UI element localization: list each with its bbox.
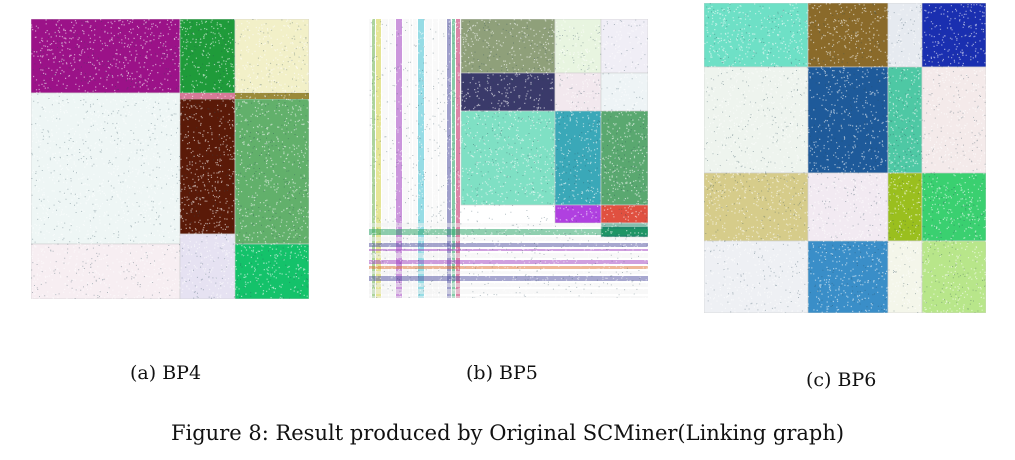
block-b-7 xyxy=(460,110,556,206)
block-b-1 xyxy=(460,19,556,74)
panel-b-svg xyxy=(369,19,648,298)
block-a-7 xyxy=(31,243,181,299)
panel-a-svg xyxy=(31,19,309,299)
block-c-7 xyxy=(887,66,923,174)
block-b-10 xyxy=(554,204,602,224)
panel-c-svg xyxy=(704,3,986,313)
block-c-13 xyxy=(704,240,809,313)
block-c-16 xyxy=(921,240,986,313)
block-c-10 xyxy=(807,172,889,242)
block-a-9 xyxy=(234,243,309,299)
block-c-12 xyxy=(921,172,986,242)
figure-caption: Figure 8: Result produced by Original SC… xyxy=(170,421,845,445)
block-c-11 xyxy=(887,172,923,242)
panel-c-matrix xyxy=(704,3,986,313)
panel-b-matrix xyxy=(369,19,648,298)
panel-a-matrix xyxy=(31,19,309,299)
block-b-4 xyxy=(460,72,556,112)
block-a-4 xyxy=(31,92,181,245)
block-b-5 xyxy=(554,72,602,112)
block-a-5 xyxy=(179,98,236,235)
block-a-8 xyxy=(179,233,236,299)
block-c-6 xyxy=(807,66,889,174)
block-a-2 xyxy=(179,19,236,94)
block-b-6 xyxy=(600,72,648,112)
block-b-3 xyxy=(600,19,648,74)
block-c-15 xyxy=(887,240,923,313)
panel-b-label: (b) BP5 xyxy=(466,362,538,384)
block-c-9 xyxy=(704,172,809,242)
block-c-14 xyxy=(807,240,889,313)
panel-c-label: (c) BP6 xyxy=(806,369,877,391)
block-b-8 xyxy=(554,110,602,206)
panel-a-label: (a) BP4 xyxy=(130,362,202,384)
